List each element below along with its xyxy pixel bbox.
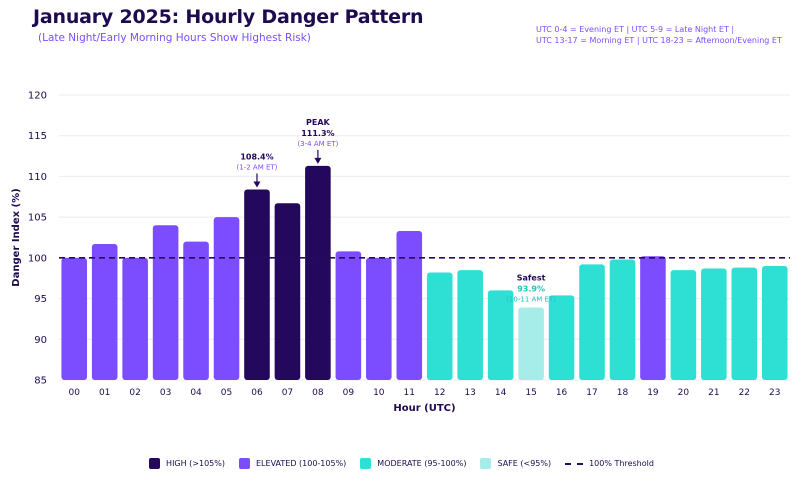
annotation-sub: (10-11 AM ET) <box>506 296 556 304</box>
x-tick-label: 20 <box>678 388 690 398</box>
bar <box>487 290 514 380</box>
bar <box>518 307 544 380</box>
x-axis-label: Hour (UTC) <box>393 403 455 414</box>
x-tick-label: 19 <box>647 388 659 398</box>
y-tick-label: 95 <box>34 294 47 305</box>
annotation-value: 108.4% <box>240 152 273 161</box>
bar <box>122 257 148 380</box>
y-tick-label: 120 <box>28 91 47 102</box>
x-tick-label: 12 <box>434 388 445 398</box>
legend-item-elevated: ELEVATED (100-105%) <box>239 458 346 469</box>
x-tick-label: 23 <box>769 388 780 398</box>
timezone-note: UTC 0-4 = Evening ET | UTC 5-9 = Late Ni… <box>536 24 782 46</box>
bar <box>183 241 209 380</box>
legend-item-moderate: MODERATE (95-100%) <box>360 458 466 469</box>
annotation-value: 111.3% <box>301 129 334 138</box>
x-tick-label: 06 <box>251 388 263 398</box>
timezone-note-line: UTC 13-17 = Morning ET | UTC 18-23 = Aft… <box>536 36 782 45</box>
legend-label-safe: SAFE (<95%) <box>497 459 552 468</box>
annotation-sub: (1-2 AM ET) <box>237 163 278 171</box>
bar <box>670 270 697 380</box>
bar <box>548 295 575 380</box>
bar <box>335 251 362 380</box>
bar <box>701 268 727 380</box>
bar <box>366 257 392 380</box>
annotation-head: Safest <box>517 274 546 283</box>
x-tick-label: 21 <box>708 388 719 398</box>
x-tick-label: 17 <box>586 388 597 398</box>
legend: HIGH (>105%) ELEVATED (100-105%) MODERAT… <box>0 458 803 469</box>
x-tick-label: 08 <box>312 388 324 398</box>
annotation-arrow-head <box>314 157 322 164</box>
y-tick-label: 105 <box>28 213 47 224</box>
legend-item-high: HIGH (>105%) <box>149 458 225 469</box>
x-tick-label: 01 <box>99 388 110 398</box>
legend-label-high: HIGH (>105%) <box>166 459 225 468</box>
annotation-head: PEAK <box>306 118 331 127</box>
x-tick-label: 16 <box>556 388 568 398</box>
x-tick-label: 10 <box>373 388 385 398</box>
bar <box>396 230 423 380</box>
bar <box>244 189 270 380</box>
y-tick-label: 110 <box>28 172 47 183</box>
chart-title: January 2025: Hourly Danger Pattern <box>33 6 424 28</box>
legend-item-safe: SAFE (<95%) <box>480 458 551 469</box>
x-tick-label: 02 <box>129 388 140 398</box>
annotation-sub: (3-4 AM ET) <box>297 140 338 148</box>
x-tick-label: 07 <box>282 388 293 398</box>
bar <box>152 225 179 380</box>
annotation-arrow-head <box>253 181 261 188</box>
legend-item-threshold: 100% Threshold <box>565 459 654 468</box>
x-tick-label: 00 <box>69 388 81 398</box>
legend-swatch-moderate <box>360 458 372 469</box>
bar <box>426 272 453 380</box>
legend-swatch-threshold <box>565 462 584 465</box>
bar <box>305 165 331 380</box>
x-tick-label: 03 <box>160 388 171 398</box>
y-tick-label: 100 <box>28 253 47 264</box>
bar <box>457 270 483 380</box>
y-tick-label: 115 <box>28 131 47 142</box>
bar <box>274 203 301 380</box>
x-tick-label: 05 <box>221 388 232 398</box>
y-axis-label: Danger Index (%) <box>11 188 22 286</box>
bar <box>61 257 88 380</box>
x-tick-label: 09 <box>343 388 355 398</box>
legend-label-moderate: MODERATE (95-100%) <box>377 459 467 468</box>
legend-label-elevated: ELEVATED (100-105%) <box>256 459 347 468</box>
bar-chart: 85 90 95 100 105 110 115 120 00 01 02 03 04 05 06 07 08 0… <box>11 91 790 414</box>
y-tick-label: 85 <box>34 376 47 387</box>
x-tick-label: 11 <box>404 388 415 398</box>
bar <box>609 259 636 380</box>
timezone-note-line: UTC 0-4 = Evening ET | UTC 5-9 = Late Ni… <box>536 25 735 34</box>
x-tick-label: 04 <box>190 388 202 398</box>
x-tick-label: 13 <box>464 388 475 398</box>
bar <box>213 217 240 380</box>
legend-swatch-safe <box>480 458 492 469</box>
bar <box>91 244 118 380</box>
legend-label-threshold: 100% Threshold <box>589 459 654 468</box>
bar <box>579 264 605 380</box>
annotation-value: 93.9% <box>517 285 545 294</box>
bar <box>761 266 788 380</box>
chart-subtitle: (Late Night/Early Morning Hours Show Hig… <box>38 32 311 44</box>
legend-swatch-elevated <box>239 458 250 469</box>
x-tick-label: 22 <box>739 388 750 398</box>
legend-swatch-high <box>149 458 161 469</box>
y-tick-label: 90 <box>34 335 47 346</box>
bar <box>731 267 758 380</box>
x-tick-label: 15 <box>525 388 536 398</box>
bar <box>640 256 666 380</box>
x-tick-label: 14 <box>495 388 507 398</box>
x-tick-label: 18 <box>617 388 629 398</box>
